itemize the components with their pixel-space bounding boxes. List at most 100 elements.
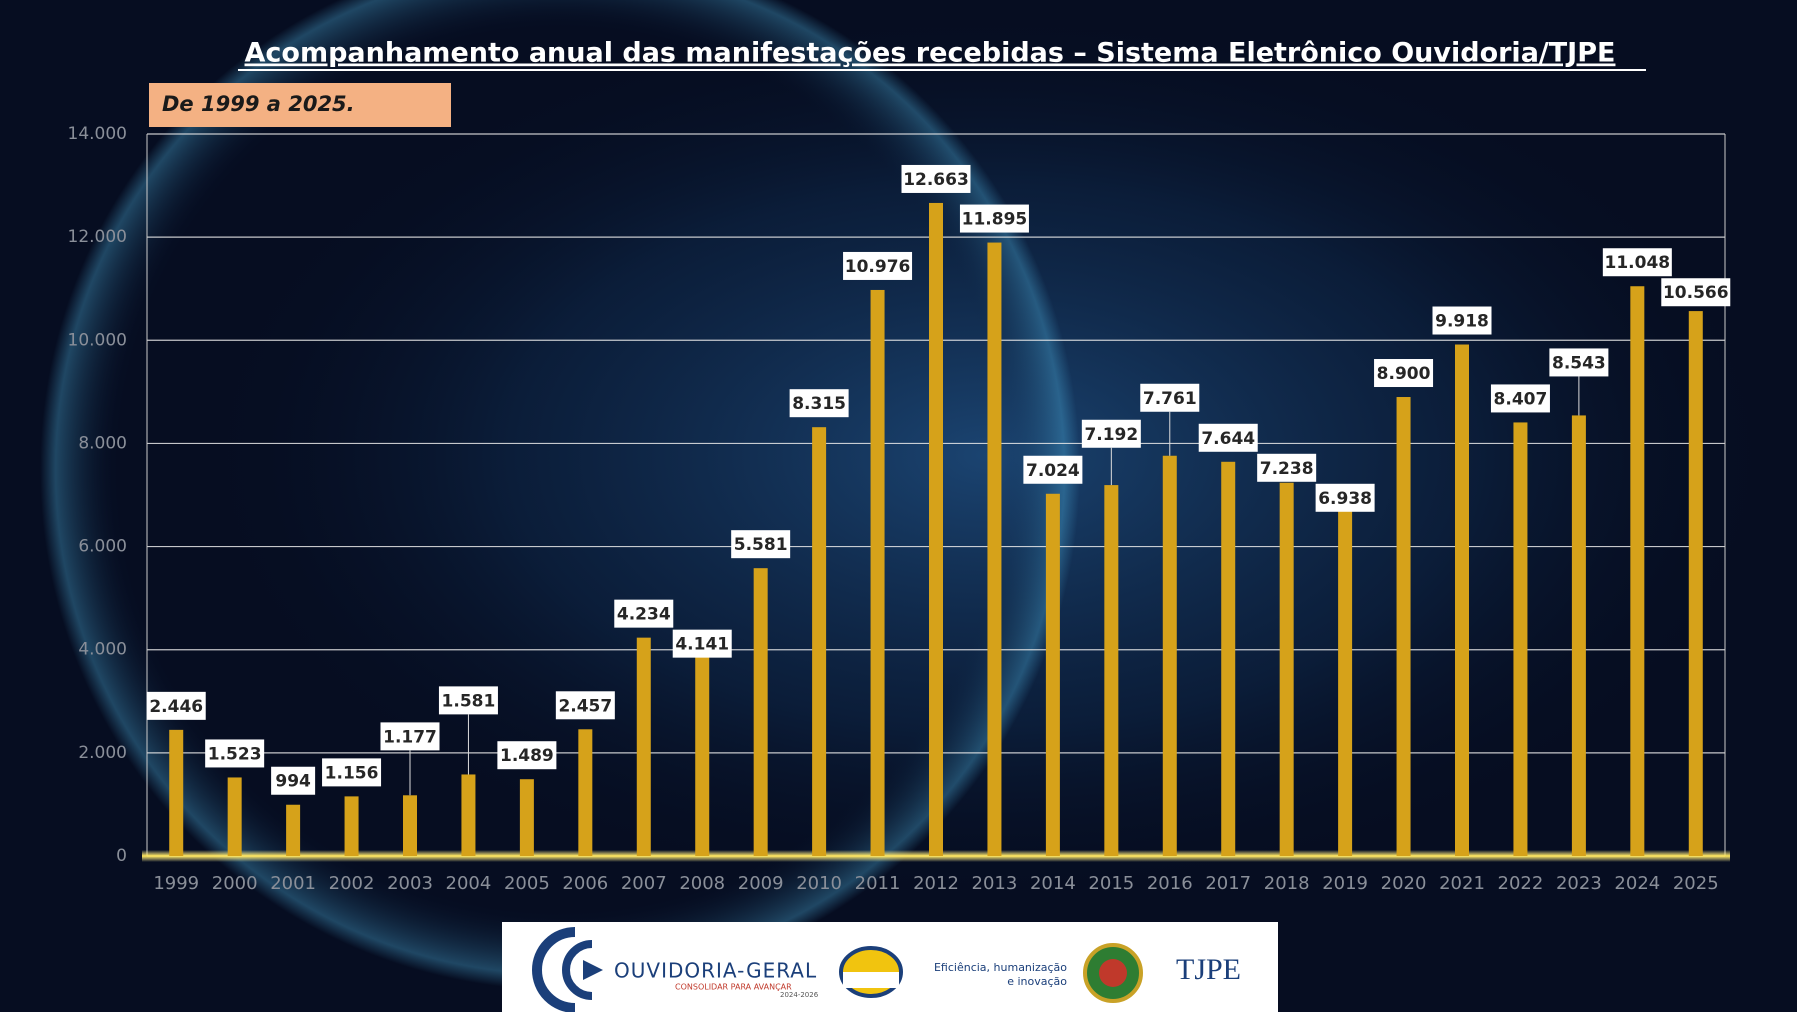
bar [1513, 422, 1527, 856]
x-tick-label: 2022 [1498, 873, 1544, 894]
value-label: 1.177 [383, 727, 437, 747]
x-tick-label: 2004 [446, 873, 492, 894]
x-tick-label: 2014 [1030, 873, 1076, 894]
x-tick-label: 2002 [329, 873, 375, 894]
y-tick-label: 10.000 [68, 330, 127, 350]
value-label: 2.446 [149, 697, 203, 717]
bar [929, 203, 943, 856]
y-tick-label: 14.000 [68, 124, 127, 144]
value-label: 7.192 [1084, 425, 1138, 445]
y-tick-label: 2.000 [78, 743, 127, 763]
x-tick-label: 2023 [1556, 873, 1602, 894]
bar [403, 795, 417, 856]
bar [812, 427, 826, 856]
value-label: 1.581 [442, 691, 496, 711]
bar [1280, 483, 1294, 856]
bar [1104, 485, 1118, 856]
y-tick-label: 8.000 [78, 433, 127, 453]
value-label: 7.644 [1201, 429, 1255, 449]
bar [578, 729, 592, 856]
x-tick-label: 2005 [504, 873, 550, 894]
y-tick-label: 12.000 [68, 227, 127, 247]
bar [1221, 462, 1235, 856]
value-label: 8.543 [1552, 353, 1606, 373]
value-label: 8.315 [792, 394, 846, 414]
x-tick-label: 2007 [621, 873, 667, 894]
value-label: 4.234 [617, 605, 671, 625]
x-tick-label: 2021 [1439, 873, 1485, 894]
x-tick-label: 2016 [1147, 873, 1193, 894]
bar [1689, 311, 1703, 856]
bar [1163, 456, 1177, 856]
y-tick-label: 4.000 [78, 640, 127, 660]
footer-logos: OUVIDORIA-GERAL CONSOLIDAR PARA AVANÇAR … [502, 922, 1278, 1012]
brand: OUVIDORIA-GERAL [614, 959, 817, 983]
value-label: 1.523 [208, 744, 262, 764]
x-tick-label: 2000 [212, 873, 258, 894]
x-tick-label: 2013 [972, 873, 1018, 894]
state-flag-band [843, 972, 899, 988]
x-tick-label: 2010 [796, 873, 842, 894]
x-tick-label: 2015 [1088, 873, 1134, 894]
value-label: 9.918 [1435, 312, 1489, 332]
slogan: CONSOLIDAR PARA AVANÇAR [675, 983, 792, 992]
value-label: 1.489 [500, 746, 554, 766]
motto: e inovação [1007, 975, 1067, 988]
x-tick-label: 2009 [738, 873, 784, 894]
period: 2024-2026 [780, 991, 819, 999]
bar [1630, 286, 1644, 856]
value-label: 11.048 [1605, 253, 1671, 273]
x-tick-label: 2001 [270, 873, 316, 894]
value-label: 11.895 [962, 210, 1028, 230]
value-label: 7.761 [1143, 389, 1197, 409]
bar [1455, 345, 1469, 856]
bar [345, 796, 359, 856]
value-label: 12.663 [903, 170, 969, 190]
court-seal-center [1099, 959, 1127, 987]
value-label: 5.581 [734, 535, 788, 555]
x-tick-label: 2012 [913, 873, 959, 894]
value-label: 8.407 [1494, 389, 1548, 409]
x-tick-label: 2020 [1381, 873, 1427, 894]
bar [228, 777, 242, 856]
bar [1046, 494, 1060, 856]
bar [1397, 397, 1411, 856]
bar [1572, 415, 1586, 856]
x-tick-label: 2019 [1322, 873, 1368, 894]
y-tick-label: 6.000 [78, 537, 127, 557]
value-label: 6.938 [1318, 489, 1372, 509]
x-tick-label: 2003 [387, 873, 433, 894]
chart: 0 2.000 4.000 6.000 8.000 10.000 12.000 14.000 1… [0, 0, 1797, 1012]
value-label: 7.024 [1026, 461, 1080, 481]
bar [695, 642, 709, 856]
x-tick-label: 2024 [1614, 873, 1660, 894]
x-tick-label: 2008 [679, 873, 725, 894]
value-label: 10.976 [845, 257, 911, 277]
value-label: 8.900 [1377, 364, 1431, 384]
bar [1338, 498, 1352, 856]
x-tick-label: 2025 [1673, 873, 1719, 894]
x-tick-label: 2017 [1205, 873, 1251, 894]
value-label: 1.156 [325, 763, 379, 783]
value-label: 7.238 [1260, 459, 1314, 479]
value-label: 4.141 [675, 635, 729, 655]
motto: Eficiência, humanização [934, 961, 1067, 974]
court-name: TJPE [1176, 953, 1241, 986]
value-label: 2.457 [558, 696, 612, 716]
value-label: 10.566 [1663, 283, 1729, 303]
x-tick-label: 2018 [1264, 873, 1310, 894]
bar [871, 290, 885, 856]
bar [520, 779, 534, 856]
x-tick-label: 1999 [153, 873, 199, 894]
bar [286, 805, 300, 856]
bar [987, 243, 1001, 856]
y-tick-label: 0 [116, 846, 127, 866]
value-label: 994 [275, 772, 311, 792]
x-tick-label: 2006 [562, 873, 608, 894]
chart-title: Acompanhamento anual das manifestações r… [245, 38, 1616, 69]
bar [754, 568, 768, 856]
bar [461, 774, 475, 856]
x-tick-label: 2011 [855, 873, 901, 894]
bar [637, 638, 651, 856]
bar [169, 730, 183, 856]
